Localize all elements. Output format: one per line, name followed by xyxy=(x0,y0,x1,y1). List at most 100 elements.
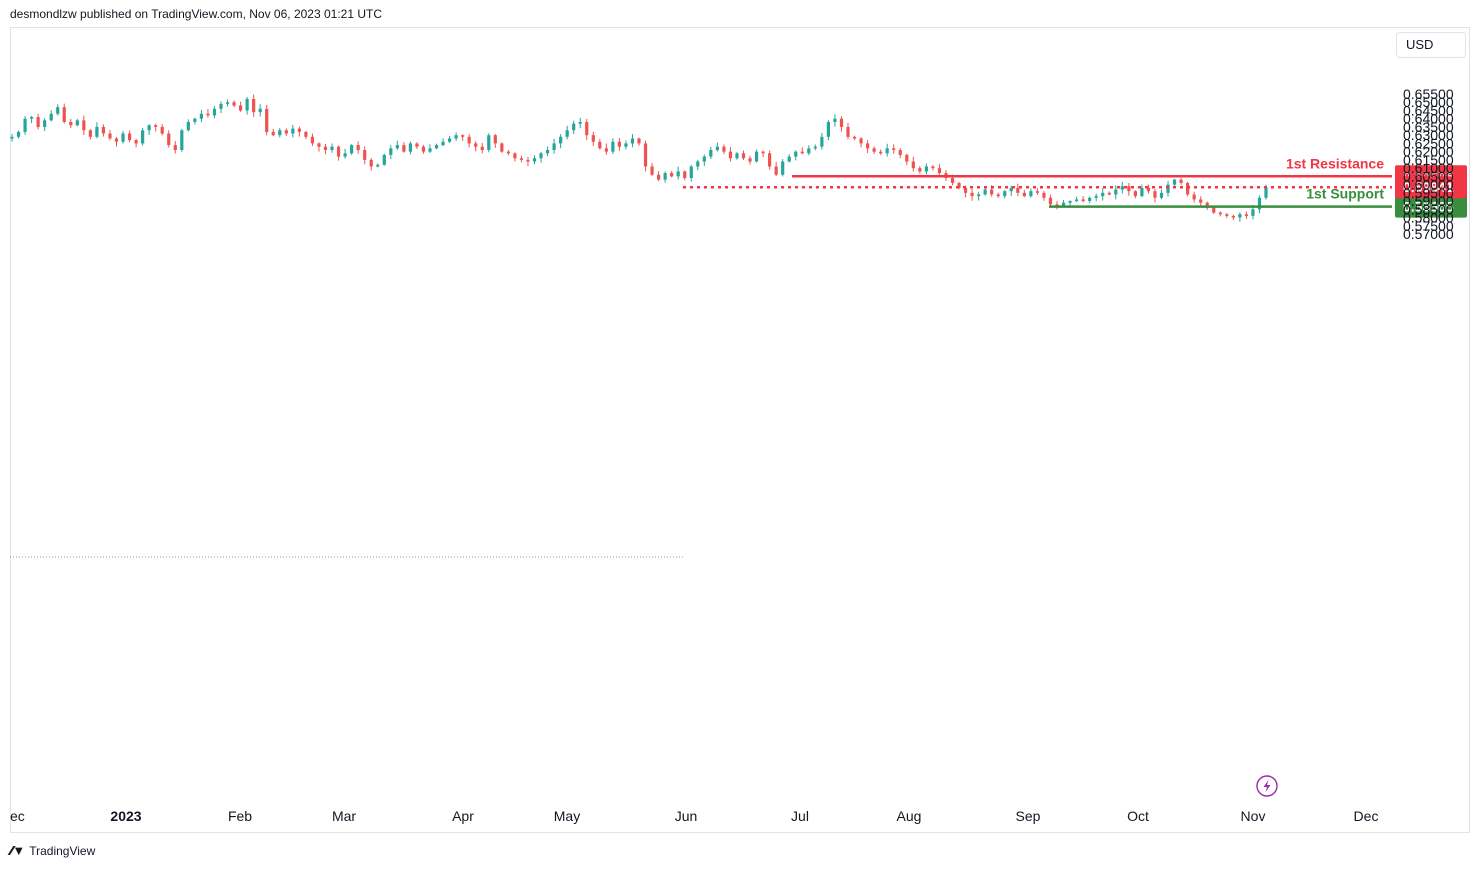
currency-selector-button[interactable]: USD xyxy=(1396,32,1466,58)
candle xyxy=(310,133,315,147)
candle-body xyxy=(552,143,556,151)
candle xyxy=(918,165,922,174)
candle xyxy=(186,119,190,132)
candle-body xyxy=(108,133,112,139)
candle-body xyxy=(141,130,145,144)
candle-body xyxy=(585,122,589,136)
candle-body xyxy=(147,125,151,131)
candle-body xyxy=(781,161,785,175)
candle-body xyxy=(1166,184,1170,193)
candle xyxy=(206,109,210,118)
candle xyxy=(539,151,543,163)
candle xyxy=(29,115,34,124)
candle xyxy=(885,143,889,157)
candle-body xyxy=(1199,199,1203,203)
candle-body xyxy=(572,123,576,131)
candle xyxy=(1231,214,1235,221)
candle-body xyxy=(898,150,902,155)
y-tick-label: 0.62000 xyxy=(1403,144,1454,160)
candle xyxy=(10,133,14,142)
y-tick-label: 0.60000 xyxy=(1403,177,1454,193)
candle-body xyxy=(715,146,719,151)
x-tick-label: Nov xyxy=(1241,808,1266,824)
candle xyxy=(160,124,164,136)
candle-body xyxy=(800,151,804,154)
candle xyxy=(696,159,700,171)
candle-body xyxy=(376,164,380,167)
candle xyxy=(415,142,419,149)
candle-body xyxy=(1159,192,1164,198)
candle xyxy=(252,94,256,117)
candle-body xyxy=(330,146,334,151)
tradingview-logo-icon: ⁄⁄▼ xyxy=(10,843,25,858)
candle-body xyxy=(1231,215,1235,218)
candle-body xyxy=(193,118,197,123)
candle-body xyxy=(284,130,288,134)
candle-body xyxy=(728,151,733,159)
candle-body xyxy=(480,146,484,151)
footer-brand[interactable]: ⁄⁄▼ TradingView xyxy=(10,843,95,858)
candle xyxy=(487,133,491,153)
candle xyxy=(872,146,876,154)
candle-body xyxy=(1146,187,1151,192)
x-tick-label: Oct xyxy=(1127,808,1149,824)
candle-body xyxy=(1225,214,1229,216)
candle xyxy=(604,143,608,155)
candle-body xyxy=(1068,201,1072,203)
candle xyxy=(591,131,595,147)
candle-body xyxy=(428,148,432,152)
candle xyxy=(794,150,798,161)
candle xyxy=(232,100,236,108)
candle-body xyxy=(212,108,217,116)
y-tick-label: 0.64500 xyxy=(1403,102,1454,118)
candle-body xyxy=(434,145,439,149)
candle-body xyxy=(702,156,706,162)
candle-body xyxy=(382,154,386,165)
candle-body xyxy=(10,136,14,139)
candle-body xyxy=(82,120,86,131)
candle xyxy=(382,153,386,166)
price-tag-label: 0.59841 xyxy=(1403,179,1454,195)
x-tick-label: Mar xyxy=(332,808,356,824)
candle-body xyxy=(1133,191,1137,197)
candle xyxy=(624,140,628,150)
candle-body xyxy=(506,151,510,154)
candle xyxy=(754,149,759,163)
x-tick-label: ec xyxy=(10,808,25,824)
candle xyxy=(1153,189,1157,203)
x-tick-label: Aug xyxy=(897,808,922,824)
candle-body xyxy=(513,153,517,159)
candle-body xyxy=(467,136,471,144)
candle xyxy=(56,104,60,116)
candle xyxy=(434,143,439,150)
resistance-label: 1st Resistance xyxy=(1286,155,1384,171)
candle xyxy=(617,137,622,151)
candle-body xyxy=(768,153,772,167)
candle xyxy=(585,118,589,141)
candle xyxy=(1120,181,1124,194)
candle-body xyxy=(1003,191,1007,197)
candle xyxy=(670,170,674,178)
candle xyxy=(304,131,308,140)
candle-body xyxy=(709,150,713,157)
candle-body xyxy=(291,128,295,134)
candle-body xyxy=(461,135,465,137)
candle-body xyxy=(539,153,543,159)
candle xyxy=(376,163,380,168)
y-tick-label: 0.58000 xyxy=(1403,210,1454,226)
candle xyxy=(88,128,92,140)
candle xyxy=(343,148,347,159)
candle xyxy=(1068,200,1072,206)
candle-body xyxy=(624,143,628,147)
candle xyxy=(506,150,510,156)
candle-body xyxy=(663,173,667,180)
candle xyxy=(493,134,497,148)
candle-body xyxy=(441,141,445,146)
candle-body xyxy=(656,174,661,180)
candle xyxy=(1238,212,1242,222)
candle-body xyxy=(271,131,275,136)
candle-body xyxy=(1042,192,1046,198)
candle xyxy=(43,118,47,131)
candle-body xyxy=(1186,182,1190,195)
